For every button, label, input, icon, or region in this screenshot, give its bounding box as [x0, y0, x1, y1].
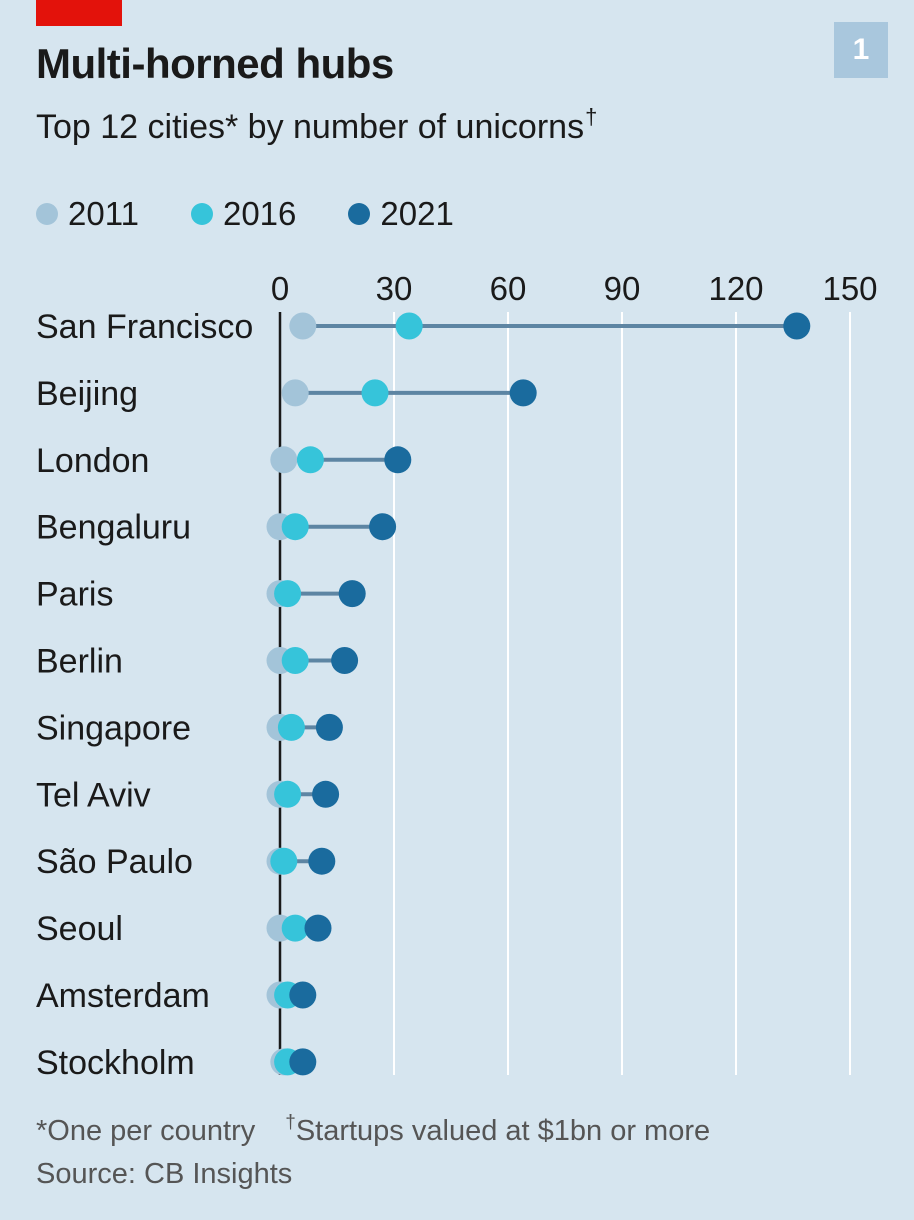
chart-subtitle-text: Top 12 cities* by number of unicorns — [36, 108, 585, 146]
dagger-mark: † — [585, 104, 598, 129]
dot-2021 — [315, 713, 343, 741]
city-label: Beijing — [36, 375, 138, 413]
dot-2016 — [281, 513, 309, 541]
city-label: Paris — [36, 576, 113, 614]
dot-2021 — [384, 446, 412, 474]
dot-2021 — [509, 379, 537, 407]
x-tick-label-150: 150 — [822, 270, 877, 307]
legend: 2011 2016 2021 — [36, 192, 506, 236]
x-tick-label-90: 90 — [604, 270, 641, 307]
legend-label-2021: 2021 — [380, 195, 454, 232]
dot-2021 — [304, 914, 332, 942]
city-label: Singapore — [36, 709, 191, 747]
source-note: Source: CB Insights — [36, 1158, 293, 1190]
city-label: Tel Aviv — [36, 776, 151, 814]
dot-2011 — [289, 312, 317, 340]
city-label: San Francisco — [36, 308, 253, 346]
brand-tag — [36, 0, 122, 26]
legend-swatch-2016 — [190, 203, 213, 225]
city-label: London — [36, 442, 149, 480]
dot-2021 — [783, 312, 811, 340]
x-tick-label-120: 120 — [708, 270, 763, 307]
footnote-dagger-mark: † — [285, 1112, 296, 1133]
dot-2016 — [281, 914, 309, 942]
city-label: Seoul — [36, 910, 123, 948]
dot-plot: 0 30 60 90 120 150 San Francisco Beijing London B… — [36, 270, 878, 1082]
footnote-one-per-country: *One per country — [36, 1115, 256, 1147]
dot-2021 — [312, 780, 340, 808]
dot-2021 — [289, 1048, 317, 1076]
legend-label-2011: 2011 — [68, 195, 139, 232]
dot-2021 — [308, 847, 336, 875]
city-label: Bengaluru — [36, 509, 191, 547]
dot-2016 — [277, 713, 305, 741]
dot-2021 — [289, 981, 317, 1009]
dot-2016 — [296, 446, 324, 474]
footnote: *One per country †Startups valued at $1bn… — [36, 1112, 710, 1148]
dot-2011 — [270, 446, 298, 474]
chart-number-badge: 1 — [834, 22, 888, 78]
dot-2016 — [274, 580, 302, 608]
legend-swatch-2011 — [36, 203, 58, 225]
dot-2016 — [274, 780, 302, 808]
city-label: Amsterdam — [36, 977, 210, 1015]
legend-item-2011: 2011 — [36, 195, 139, 233]
chart-title: Multi-horned hubs — [36, 40, 394, 87]
footnote-unicorn-definition: Startups valued at $1bn or more — [295, 1115, 711, 1147]
legend-swatch-2021 — [348, 203, 371, 225]
dot-2016 — [361, 379, 389, 407]
dot-2016 — [395, 312, 423, 340]
dot-2016 — [270, 847, 298, 875]
legend-item-2021: 2021 — [348, 195, 454, 233]
x-tick-label-0: 0 — [271, 270, 289, 307]
dot-2021 — [369, 513, 397, 541]
x-tick-label-60: 60 — [490, 270, 527, 307]
chart-subtitle: Top 12 cities* by number of unicorns† — [36, 104, 597, 147]
x-tick-label-30: 30 — [376, 270, 413, 307]
legend-label-2016: 2016 — [222, 195, 297, 232]
city-label: São Paulo — [36, 843, 193, 881]
dot-2016 — [281, 647, 309, 674]
legend-item-2016: 2016 — [190, 195, 297, 233]
dot-2021 — [331, 647, 359, 674]
dot-2011 — [281, 379, 309, 407]
city-label: Stockholm — [36, 1044, 195, 1082]
dot-2021 — [338, 580, 366, 608]
city-label: Berlin — [36, 643, 123, 681]
